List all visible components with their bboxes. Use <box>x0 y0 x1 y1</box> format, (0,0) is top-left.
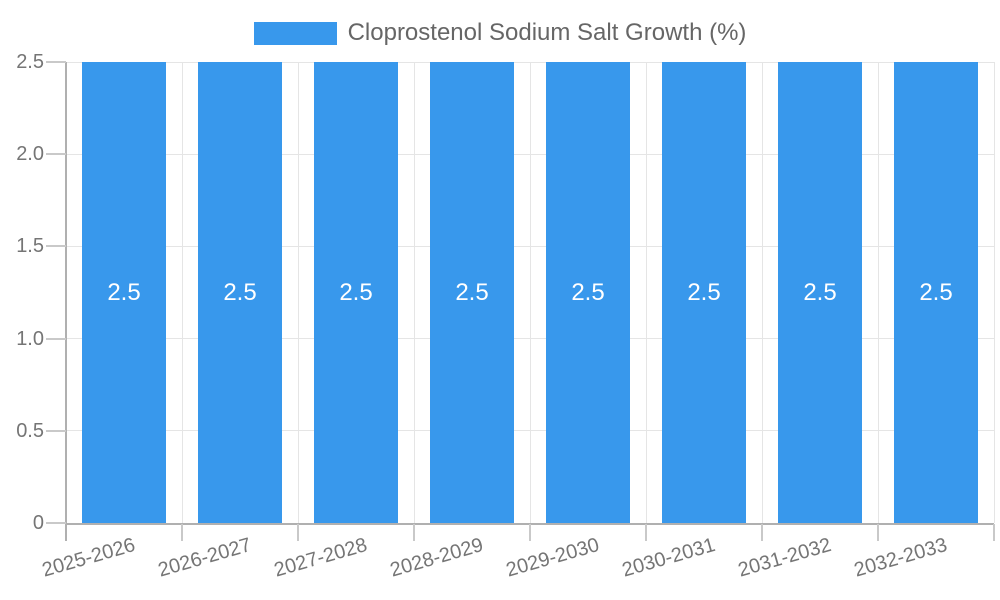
bar[interactable]: 2.5 <box>546 62 630 523</box>
bar[interactable]: 2.5 <box>198 62 282 523</box>
x-tick-label: 2030-2031 <box>620 534 719 582</box>
x-gridline <box>645 62 647 523</box>
bar-value-label: 2.5 <box>687 278 721 306</box>
x-tick-mark <box>993 524 995 541</box>
x-tick-mark <box>181 524 183 541</box>
bar-value-label: 2.5 <box>339 278 373 306</box>
x-tick-mark <box>645 524 647 541</box>
bar-value-label: 2.5 <box>223 278 257 306</box>
y-tick-mark <box>46 61 66 63</box>
y-tick-label: 1.5 <box>16 235 44 258</box>
bar-value-label: 2.5 <box>107 278 141 306</box>
x-tick-mark <box>529 524 531 541</box>
bar-value-label: 2.5 <box>803 278 837 306</box>
plot-area: 2.5 2.5 2.5 2.5 2.5 2.5 2.5 2.5 <box>66 61 995 523</box>
bar-value-label: 2.5 <box>455 278 489 306</box>
y-tick-label: 1.0 <box>16 327 44 350</box>
x-tick-mark <box>761 524 763 541</box>
x-gridline <box>877 62 879 523</box>
y-tick-label: 0.5 <box>16 419 44 442</box>
bar[interactable]: 2.5 <box>82 62 166 523</box>
bar[interactable]: 2.5 <box>662 62 746 523</box>
bar[interactable]: 2.5 <box>430 62 514 523</box>
y-tick-mark <box>46 429 66 432</box>
x-gridline <box>993 62 995 523</box>
y-tick-label: 2.5 <box>16 51 44 73</box>
legend-swatch-icon <box>253 21 337 45</box>
x-tick-mark <box>297 524 299 541</box>
x-tick-label: 2028-2029 <box>388 534 487 582</box>
x-gridline <box>761 62 763 523</box>
x-tick-label: 2026-2027 <box>156 534 255 582</box>
x-tick-label: 2031-2032 <box>736 534 835 582</box>
x-tick-label: 2032-2033 <box>852 534 951 582</box>
chart-legend[interactable]: Cloprostenol Sodium Salt Growth (%) <box>0 19 1000 46</box>
x-gridline <box>413 62 415 523</box>
bar[interactable]: 2.5 <box>894 62 978 523</box>
y-tick-mark <box>46 522 66 524</box>
y-tick-label: 2.0 <box>16 143 44 166</box>
bar-value-label: 2.5 <box>919 278 953 306</box>
x-tick-mark <box>877 524 879 541</box>
x-gridline <box>297 62 299 523</box>
x-tick-mark <box>413 524 415 541</box>
x-tick-label: 2025-2026 <box>40 534 139 582</box>
y-tick-mark <box>46 337 66 340</box>
y-tick-label: 0 <box>32 512 44 534</box>
x-tick-label: 2029-2030 <box>504 534 603 582</box>
x-tick-label: 2027-2028 <box>272 534 371 582</box>
bar[interactable]: 2.5 <box>778 62 862 523</box>
bar-value-label: 2.5 <box>571 278 605 306</box>
bar[interactable]: 2.5 <box>314 62 398 523</box>
y-tick-mark <box>46 153 66 156</box>
y-tick-mark <box>46 245 66 248</box>
x-gridline <box>181 62 183 523</box>
legend-label: Cloprostenol Sodium Salt Growth (%) <box>347 19 747 46</box>
x-gridline <box>529 62 531 523</box>
y-axis-line <box>65 62 67 541</box>
